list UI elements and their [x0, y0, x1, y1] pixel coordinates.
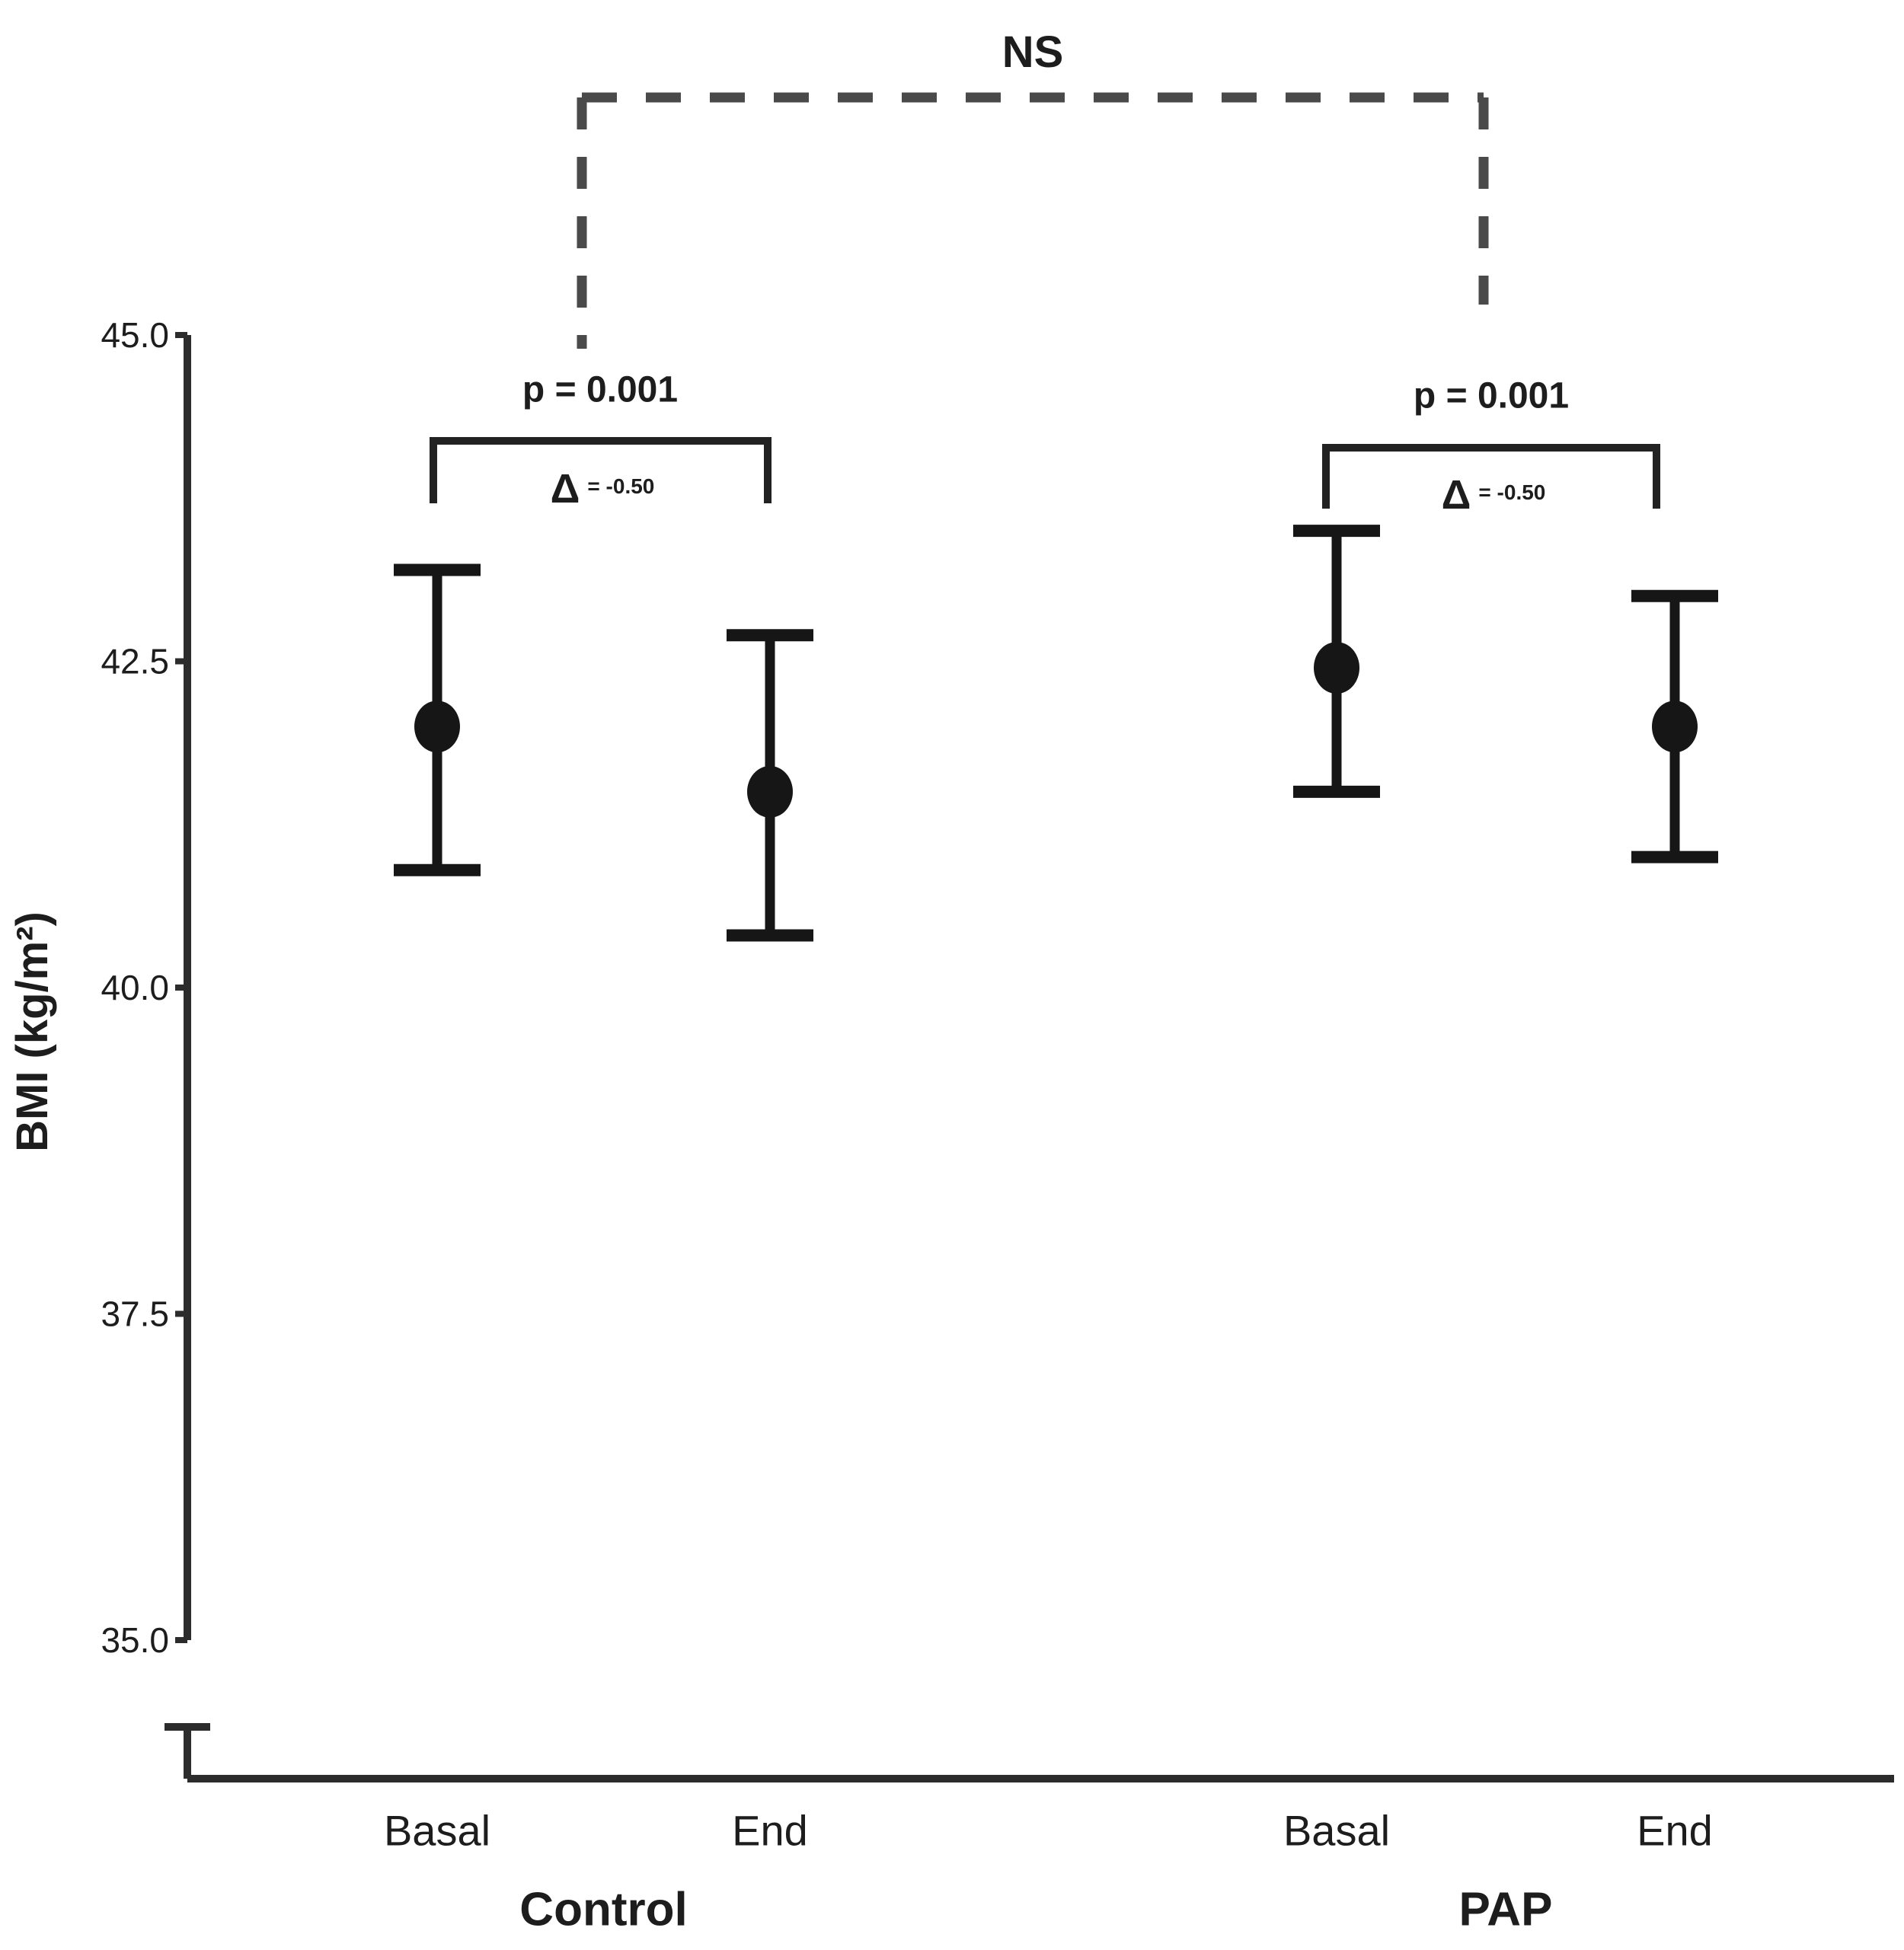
errorbar-control-end [727, 629, 813, 942]
comparison-bracket [430, 437, 772, 503]
ns-label: NS [1002, 27, 1064, 77]
y-tick-label: 40.0 [101, 968, 169, 1007]
mean-dot [1314, 642, 1359, 694]
delta-value: = -0.50 [1478, 480, 1545, 504]
comparison-bracket [1322, 444, 1660, 509]
x-category-label: End [1637, 1807, 1713, 1855]
y-tick-label: 37.5 [101, 1294, 169, 1334]
errorbar-pap-end [1631, 589, 1718, 863]
delta-symbol: Δ [551, 466, 580, 512]
delta-symbol: Δ [1442, 472, 1471, 518]
delta-label: Δ = -0.50 [551, 466, 655, 512]
errorbar-pap-basal [1293, 525, 1380, 798]
comparison-control: p = 0.001 Δ = -0.50 [430, 370, 772, 512]
errorbar-control-basal [394, 563, 481, 876]
delta-value: = -0.50 [587, 474, 654, 498]
delta-label: Δ = -0.50 [1442, 472, 1546, 518]
y-tick-label: 35.0 [101, 1620, 169, 1660]
group-label-pap: PAP [1459, 1884, 1553, 1936]
x-category-label: End [732, 1807, 808, 1855]
p-value-label: p = 0.001 [522, 370, 678, 410]
mean-dot [414, 701, 460, 753]
group-label-control: Control [519, 1884, 687, 1936]
x-category-label: Basal [1283, 1807, 1390, 1855]
mean-dot [1652, 701, 1698, 753]
comparison-pap: p = 0.001 Δ = -0.50 [1322, 376, 1660, 518]
y-tick-label: 45.0 [101, 315, 169, 355]
mean-dot [747, 765, 793, 818]
y-tick-label: 42.5 [101, 642, 169, 681]
x-category-label: Basal [384, 1807, 490, 1855]
y-axis-label: BMI (kg/m²) [8, 911, 57, 1152]
p-value-label: p = 0.001 [1414, 376, 1569, 416]
